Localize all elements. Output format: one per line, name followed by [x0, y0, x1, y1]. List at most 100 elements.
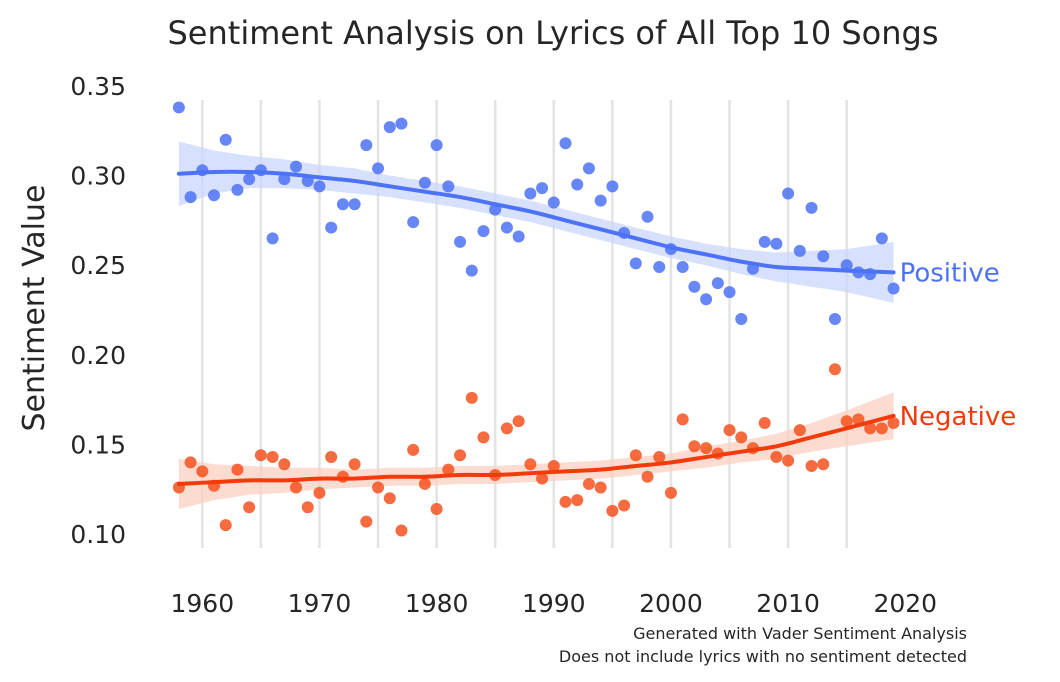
positive-point-1994: [594, 194, 607, 207]
negative-point-1969: [301, 501, 314, 514]
positive-point-1998: [641, 210, 654, 223]
positive-point-1997: [629, 257, 642, 270]
negative-point-2010: [782, 454, 795, 467]
negative-point-1990: [547, 460, 560, 473]
positive-point-1976: [383, 121, 396, 134]
negative-point-1991: [559, 495, 572, 508]
negative-point-1995: [606, 504, 619, 517]
positive-point-1971: [325, 221, 338, 234]
positive-point-1964: [243, 173, 256, 186]
positive-point-1991: [559, 137, 572, 150]
y-tick-label-2: 0.20: [70, 341, 126, 370]
x-tick-label-1960: 1960: [170, 589, 234, 618]
negative-point-2011: [793, 424, 806, 437]
negative-point-1998: [641, 470, 654, 483]
negative-fit-line: [176, 413, 896, 486]
negative-point-2019: [887, 416, 900, 429]
negative-point-2002: [688, 440, 701, 453]
negative-point-1984: [477, 431, 490, 444]
positive-point-2011: [793, 244, 806, 257]
negative-point-2005: [723, 424, 736, 437]
negative-point-1966: [266, 451, 279, 464]
negative-point-1981: [442, 463, 455, 476]
negative-point-1959: [184, 456, 197, 469]
negative-point-1963: [231, 463, 244, 476]
positive-point-2014: [828, 313, 841, 325]
positive-confidence-band: [178, 141, 894, 303]
positive-point-1999: [653, 261, 666, 274]
positive-point-2001: [676, 261, 689, 274]
positive-point-1959: [184, 191, 197, 204]
negative-point-1992: [571, 494, 584, 507]
y-tick-label-3: 0.25: [70, 251, 126, 280]
positive-point-2002: [688, 280, 701, 293]
positive-point-1975: [372, 162, 385, 175]
negative-point-2013: [817, 458, 830, 471]
negative-point-1960: [196, 465, 209, 478]
positive-point-2018: [875, 232, 888, 245]
positive-point-1972: [336, 198, 349, 211]
y-tick-label-5: 0.35: [70, 72, 126, 101]
positive-point-1993: [582, 162, 595, 175]
negative-point-1974: [360, 515, 373, 528]
positive-point-1984: [477, 225, 490, 238]
positive-point-2003: [700, 293, 713, 306]
y-axis-ticks: 0.10 0.15 0.20 0.25 0.30 0.35: [70, 72, 126, 549]
negative-confidence-band: [178, 392, 894, 510]
positive-point-2012: [805, 201, 818, 214]
negative-point-1971: [325, 451, 338, 464]
negative-point-2008: [758, 416, 771, 429]
negative-point-2014: [828, 363, 841, 376]
positive-point-1968: [290, 160, 303, 173]
positive-point-1962: [219, 133, 232, 146]
chart-title: Sentiment Analysis on Lyrics of All Top …: [167, 14, 938, 52]
negative-point-1965: [254, 449, 267, 462]
negative-point-1968: [290, 481, 303, 494]
positive-point-1983: [465, 264, 478, 277]
positive-point-1986: [500, 221, 513, 234]
y-axis-label: Sentiment Value: [17, 185, 52, 432]
negative-point-2018: [875, 422, 888, 435]
positive-point-1974: [360, 139, 373, 152]
data-points: [172, 101, 900, 537]
positive-point-1967: [278, 173, 291, 186]
negative-point-1973: [348, 458, 361, 471]
x-tick-label-1970: 1970: [288, 589, 352, 618]
negative-point-1964: [243, 501, 256, 514]
negative-point-1983: [465, 391, 478, 404]
positive-point-1992: [571, 178, 584, 191]
negative-point-1986: [500, 422, 513, 435]
negative-point-1975: [372, 481, 385, 494]
positive-point-2013: [817, 250, 830, 263]
positive-point-2005: [723, 286, 736, 299]
positive-point-1973: [348, 198, 361, 211]
positive-fit-line: [176, 169, 896, 275]
negative-point-1988: [524, 458, 537, 471]
negative-point-1982: [454, 449, 467, 462]
positive-point-1963: [231, 183, 244, 196]
negative-point-2000: [664, 486, 677, 499]
negative-point-1979: [418, 477, 431, 490]
negative-point-2006: [735, 431, 748, 444]
negative-point-2017: [864, 422, 877, 435]
regression-lines: [176, 169, 896, 486]
x-tick-label-2000: 2000: [639, 589, 703, 618]
y-tick-label-0: 0.10: [70, 520, 126, 549]
negative-point-2001: [676, 413, 689, 426]
positive-point-2010: [782, 187, 795, 200]
x-tick-label-2020: 2020: [873, 589, 937, 618]
positive-point-1982: [454, 235, 467, 248]
negative-point-1996: [618, 499, 631, 512]
positive-point-1979: [418, 176, 431, 189]
positive-point-2015: [840, 259, 853, 272]
positive-series-label: Positive: [900, 258, 1000, 288]
y-tick-label-4: 0.30: [70, 162, 126, 191]
positive-point-2006: [735, 313, 748, 325]
negative-point-1989: [536, 472, 549, 485]
positive-point-1978: [407, 216, 420, 229]
x-tick-label-2010: 2010: [756, 589, 820, 618]
negative-point-1967: [278, 458, 291, 471]
positive-point-1966: [266, 232, 279, 245]
negative-point-1978: [407, 443, 420, 456]
